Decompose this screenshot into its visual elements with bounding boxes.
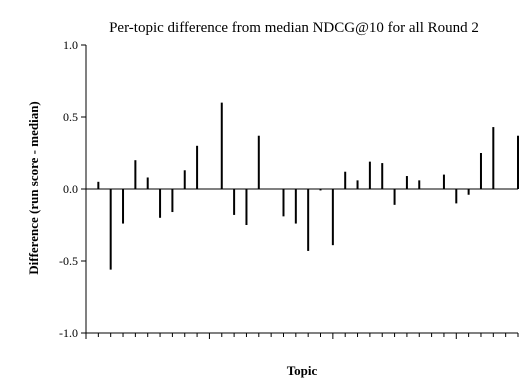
plot-area: 1.0 0.5 0.0 -0.5 -1.0 (59, 38, 519, 340)
x-axis-label: Topic (287, 363, 318, 378)
y-tick-label: -1.0 (59, 326, 78, 340)
chart-title: Per-topic difference from median NDCG@10… (109, 20, 479, 36)
y-axis-label: Difference (run score - median) (26, 101, 41, 275)
y-tick-label: 0.0 (63, 182, 78, 196)
y-tick-label: 0.5 (63, 110, 78, 124)
y-tick-label: -0.5 (59, 254, 78, 268)
y-tick-label: 1.0 (63, 38, 78, 52)
